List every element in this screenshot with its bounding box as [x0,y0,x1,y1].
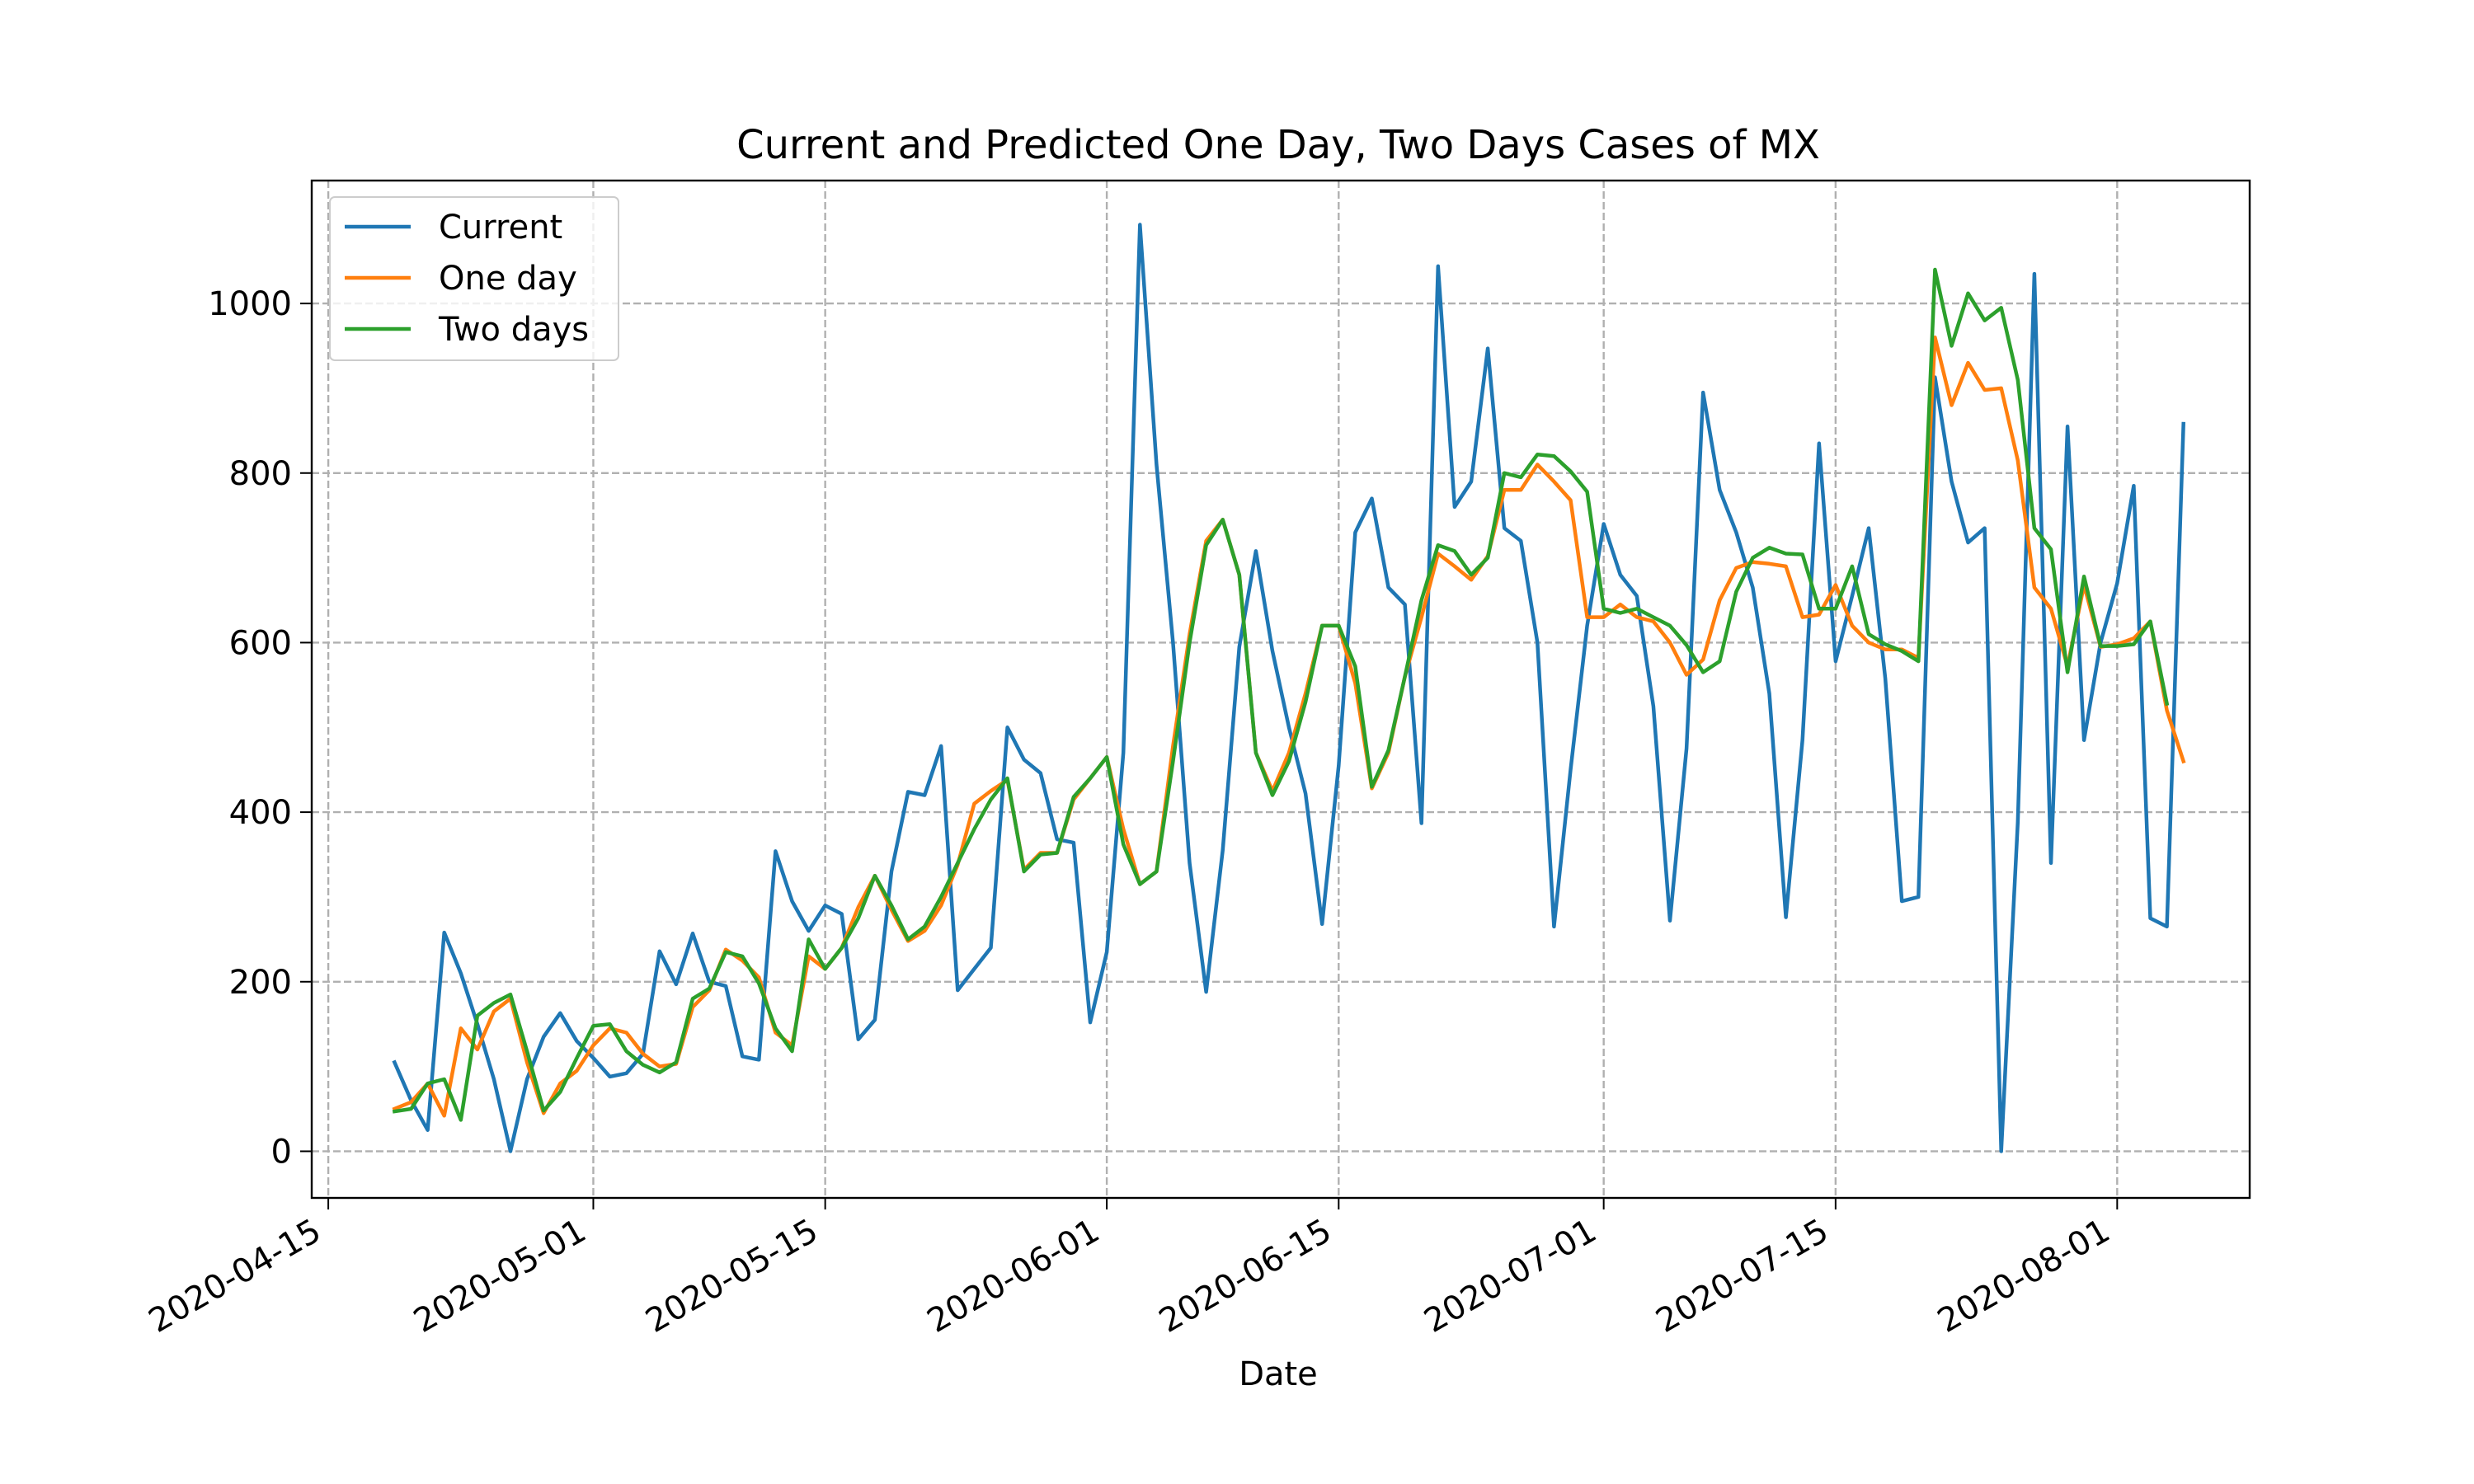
series-line-two-days [392,267,2170,1122]
y-tick-label: 200 [229,964,292,1002]
chart-title: Current and Predicted One Day, Two Days … [736,122,1820,168]
series-line-one-day [392,335,2186,1118]
x-axis-label: Date [1239,1355,1318,1393]
x-tick-label: 2020-06-15 [1153,1212,1338,1341]
x-tick-label: 2020-05-15 [639,1212,824,1341]
x-tick-label: 2020-08-01 [1931,1212,2116,1341]
x-tick-label: 2020-06-01 [921,1212,1106,1341]
legend-label: Current [439,209,562,247]
y-tick-label: 600 [229,624,292,662]
y-tick-label: 800 [229,455,292,493]
x-tick-label: 2020-05-01 [407,1212,592,1341]
x-tick-label: 2020-07-15 [1650,1212,1835,1341]
series-lines [392,223,2186,1153]
legend-label: One day [439,260,577,298]
series-line-current [392,223,2186,1153]
legend: Current One day Two days [329,196,619,361]
y-tick-label: 0 [271,1133,292,1171]
plot-frame [310,179,2251,1200]
x-tick-label: 2020-07-01 [1418,1212,1602,1341]
legend-label: Two days [438,311,589,349]
y-tick-label: 400 [229,794,292,832]
x-tick-label: 2020-04-15 [143,1212,327,1341]
y-tick-label: 1000 [208,285,292,323]
legend-box [329,196,619,361]
